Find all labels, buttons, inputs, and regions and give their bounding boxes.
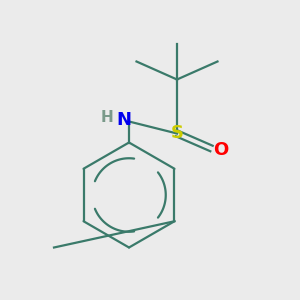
Text: S: S [170,124,184,142]
Text: H: H [100,110,113,125]
Text: O: O [213,141,228,159]
Text: N: N [116,111,131,129]
